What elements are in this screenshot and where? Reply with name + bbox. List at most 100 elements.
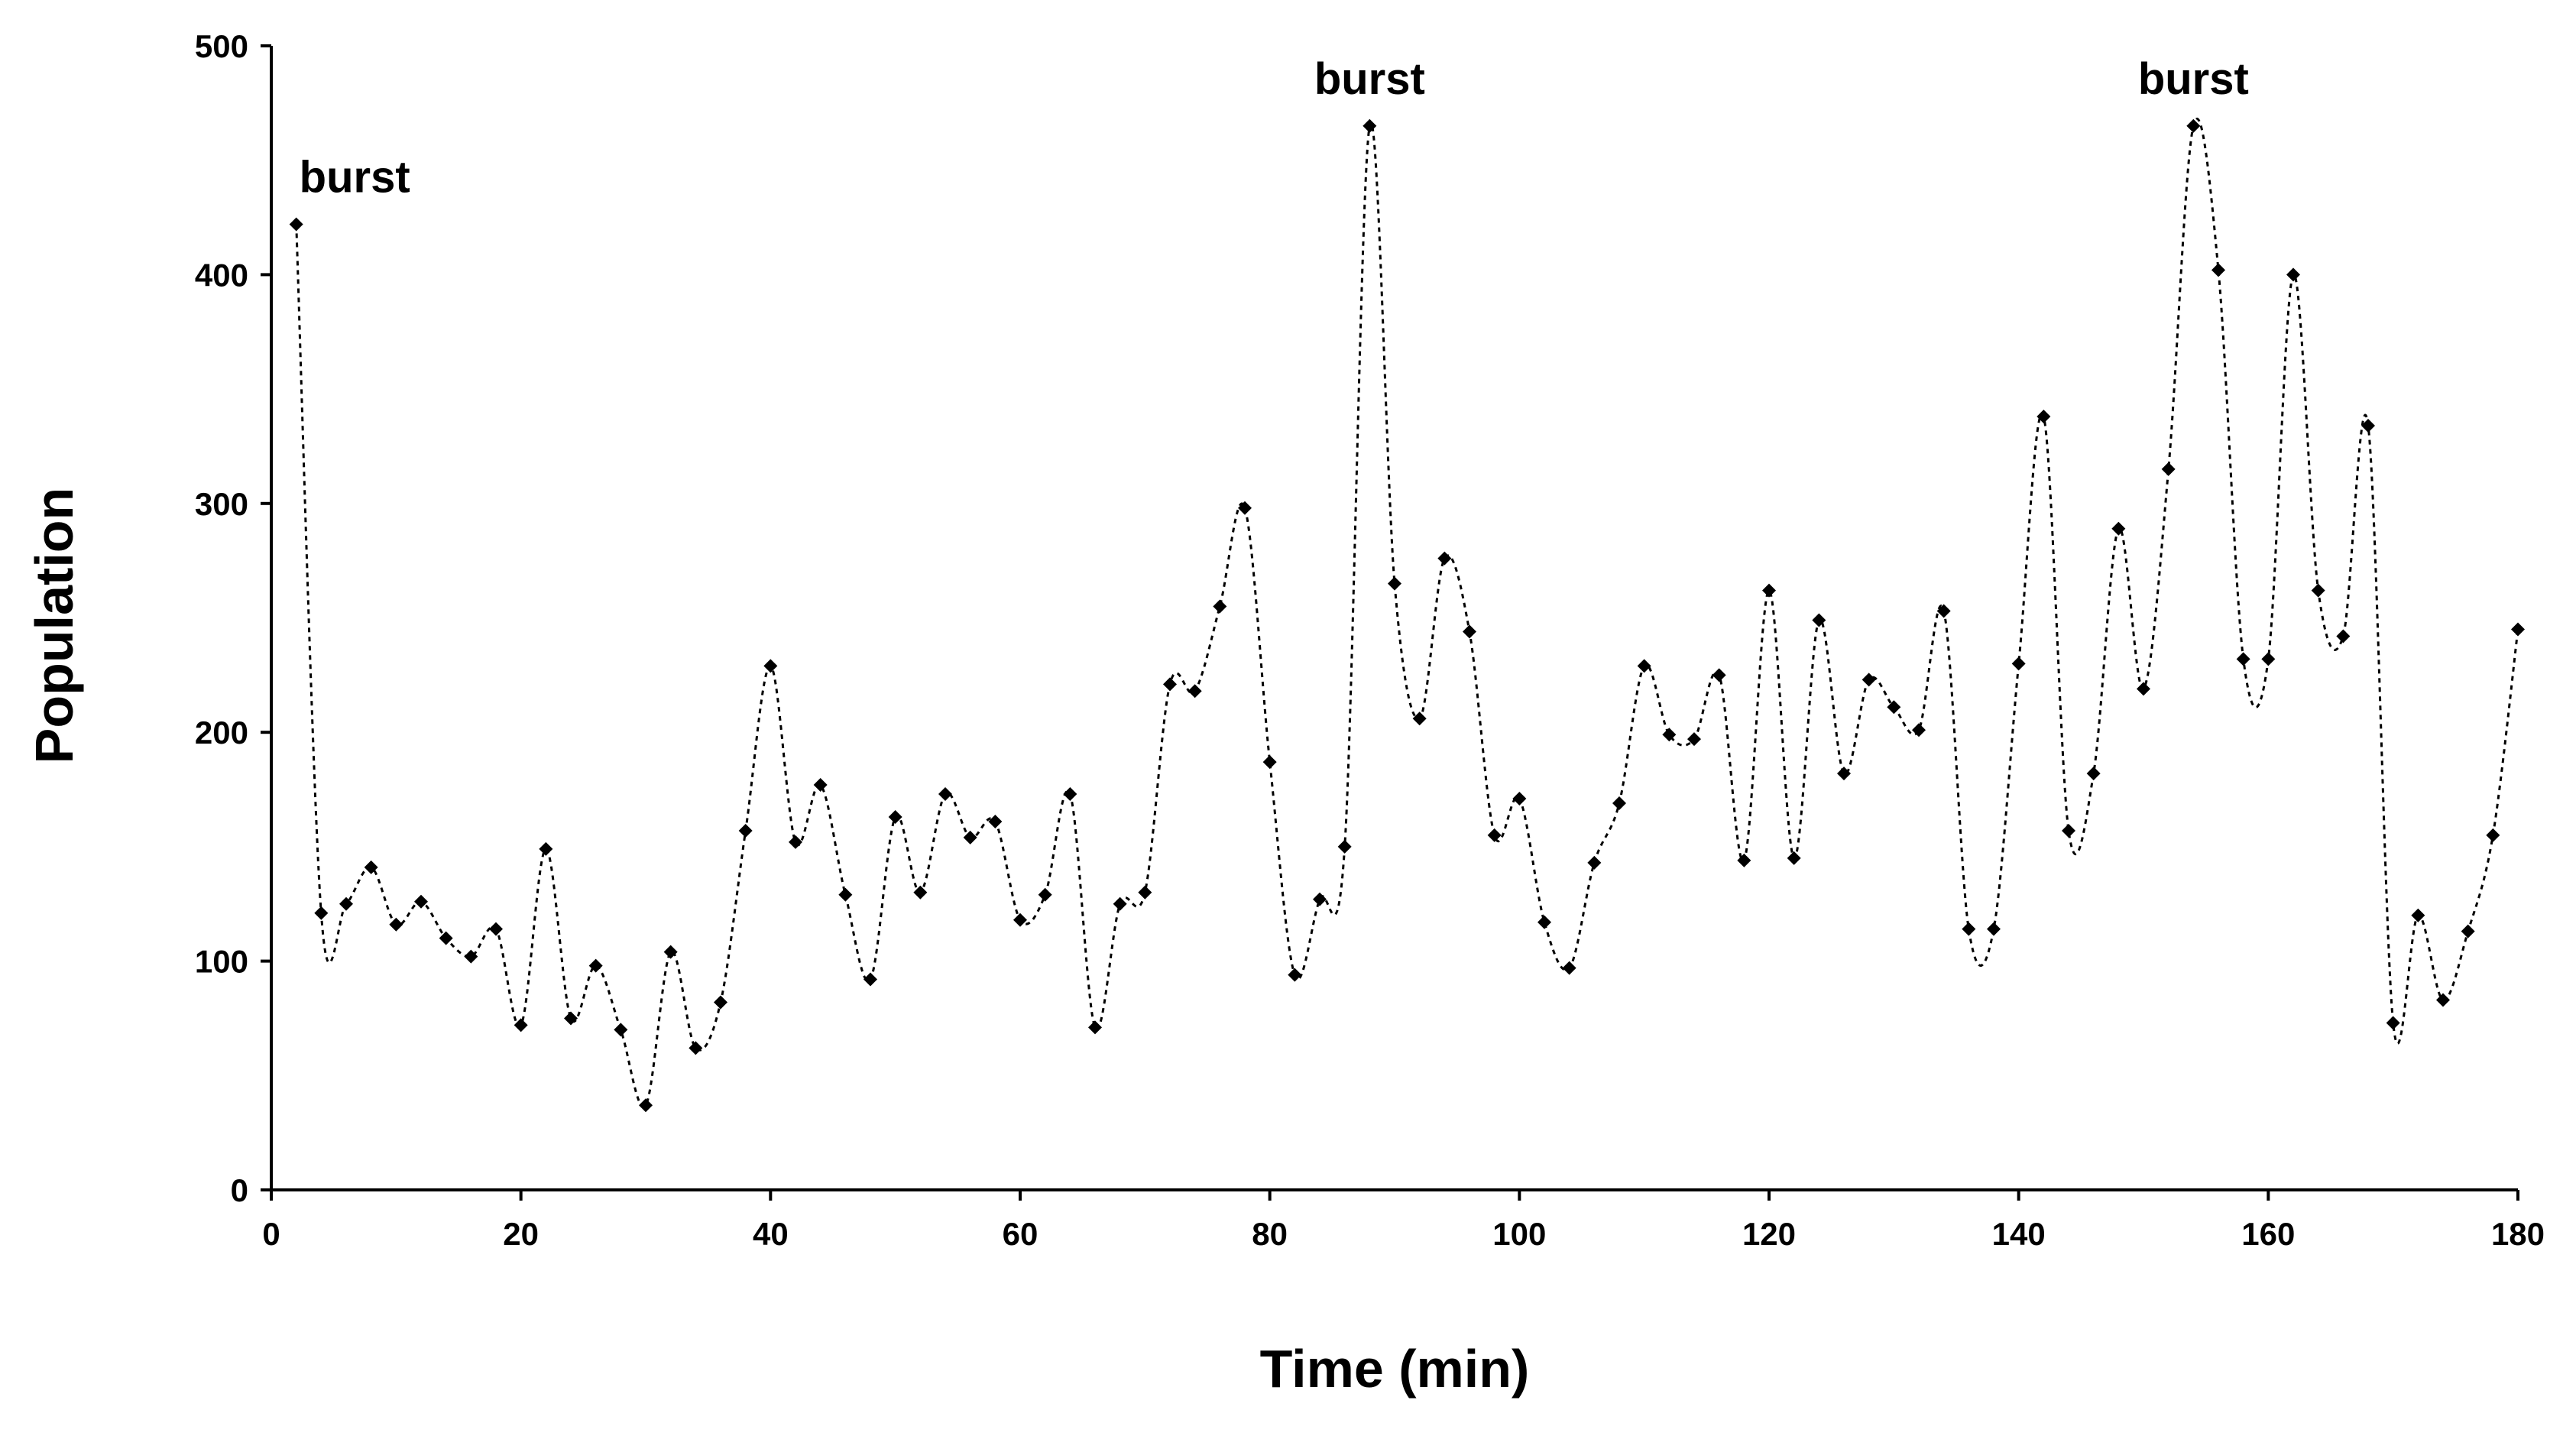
data-point [564,1011,578,1026]
annotations: burst burst burst [300,54,2249,203]
data-point [1487,828,1502,842]
data-point [588,958,603,973]
data-point [1463,624,1476,639]
data-point [1337,839,1352,854]
data-point [2137,682,2150,696]
x-ticks: 0 20 40 60 80 100 120 140 160 180 [262,1190,2545,1252]
data-point [1113,896,1127,911]
data-point [1013,912,1027,927]
data-point [2111,521,2126,536]
data-point [1437,551,1452,566]
data-point [813,778,828,793]
burst-annotation: burst [300,153,410,203]
data-point [1163,677,1177,692]
y-tick-label: 300 [195,486,248,522]
burst-annotation: burst [1314,54,1425,104]
data-point [289,217,303,232]
data-point [913,885,928,900]
data-point [1812,613,1826,627]
data-point [2011,656,2026,671]
data-point [339,896,353,911]
data-point [714,995,727,1010]
data-point [1138,885,1152,900]
data-point [864,972,877,987]
data-point [2161,462,2176,476]
data-point [1887,700,1901,715]
data-point [2436,993,2450,1007]
data-point [2236,652,2250,666]
y-tick-label: 100 [195,944,248,980]
data-point [1512,792,1527,806]
data-point [1587,855,1602,870]
y-tick-label: 200 [195,715,248,750]
data-point [888,809,902,824]
data-point [414,894,428,909]
data-point [2511,622,2525,637]
y-ticks: 0 100 200 300 400 500 [195,28,271,1208]
data-point [1238,501,1252,515]
data-point [1762,583,1776,598]
data-point [2461,924,2475,938]
series-group [289,118,2525,1113]
data-point [988,814,1003,828]
data-point [838,887,853,902]
data-point [738,823,753,838]
data-point [789,835,802,849]
data-point [1088,1020,1102,1035]
data-point [2186,118,2201,133]
data-point [1912,723,1926,737]
data-point [2086,767,2101,781]
data-point [2311,583,2325,598]
data-point [364,860,378,874]
data-point [689,1041,703,1055]
x-tick-label: 0 [262,1216,280,1252]
data-point [2211,263,2225,277]
data-point [2411,908,2425,922]
data-point [1987,922,2001,936]
y-tick-label: 0 [231,1172,248,1208]
data-point [2261,652,2276,666]
data-point [2386,1016,2400,1030]
data-point [1038,887,1052,902]
data-point [489,922,503,936]
data-point [389,917,403,932]
data-point [1612,796,1626,811]
x-tick-label: 180 [2491,1216,2545,1252]
x-tick-label: 40 [753,1216,789,1252]
data-point [514,1018,528,1032]
data-point [1637,659,1651,673]
data-point [1537,915,1551,929]
data-point [1687,732,1701,747]
data-point [1662,728,1677,742]
data-point [1787,851,1801,865]
x-tick-label: 120 [1742,1216,1796,1252]
x-tick-label: 20 [503,1216,539,1252]
data-point [2361,419,2375,433]
data-point [2486,828,2500,842]
data-point [614,1023,628,1037]
data-point [1837,767,1851,781]
data-point [464,949,478,964]
data-point [1063,787,1077,802]
series-line [295,118,2519,1108]
y-tick-label: 500 [195,28,248,64]
data-point [1737,853,1751,867]
data-point [1288,968,1302,982]
data-point [938,787,952,802]
data-point [2036,410,2051,424]
data-point [1388,576,1401,591]
data-point [1712,668,1726,682]
data-point [539,841,553,856]
data-point [1962,922,1976,936]
data-point [1262,755,1277,770]
data-point [1313,892,1327,906]
axes [270,46,2518,1191]
x-axis-title: Time (min) [1260,1339,1530,1399]
x-tick-label: 100 [1492,1216,1546,1252]
data-point [314,906,329,920]
burst-annotation: burst [2138,54,2249,104]
data-point [1562,961,1576,975]
y-tick-label: 400 [195,257,248,293]
x-tick-label: 140 [1992,1216,2046,1252]
